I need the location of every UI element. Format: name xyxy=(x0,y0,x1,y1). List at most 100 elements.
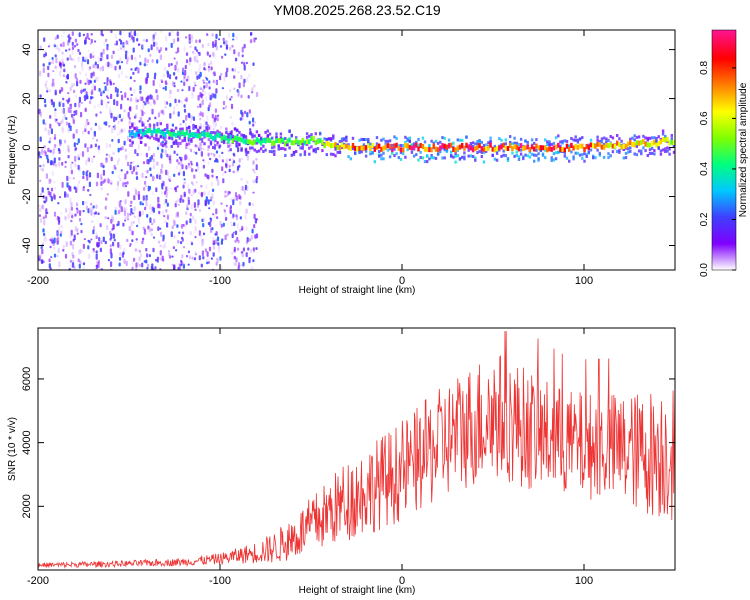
spectral-ridge-halo xyxy=(131,135,134,139)
spectral-ridge-halo xyxy=(565,139,569,143)
spectral-noise-cell xyxy=(131,140,134,145)
spectral-ridge-halo xyxy=(629,146,632,150)
spectral-ridge-cell xyxy=(572,145,575,151)
spectral-ridge-halo xyxy=(550,143,553,146)
spectral-ridge-cell xyxy=(627,141,630,147)
spectral-noise-cell xyxy=(62,102,65,108)
spectral-noise-cell xyxy=(196,49,199,53)
spectral-noise-cell xyxy=(82,200,85,206)
spectral-noise-cell xyxy=(176,159,179,163)
spectral-noise-cell xyxy=(126,58,129,65)
spectral-noise-cell xyxy=(197,192,201,195)
spectral-ridge-cell xyxy=(456,145,459,151)
spectral-ridge-halo xyxy=(129,144,132,147)
spectral-noise-cell xyxy=(48,62,51,66)
spectral-noise-cell xyxy=(72,238,75,242)
spectral-noise-cell xyxy=(71,215,74,219)
spectral-noise-cell xyxy=(93,105,96,109)
spectral-ridge-cell xyxy=(196,133,200,139)
spectral-ridge-cell xyxy=(452,147,455,152)
spectrogram-ytick-label: -40 xyxy=(21,238,33,254)
spectral-ridge-cell xyxy=(183,131,186,137)
spectral-noise-cell xyxy=(237,51,240,57)
spectral-ridge-cell xyxy=(161,131,165,137)
spectral-noise-cell xyxy=(187,184,190,189)
spectral-ridge-cell xyxy=(637,140,641,146)
spectral-noise-cell xyxy=(139,96,142,101)
spectral-noise-cell xyxy=(181,164,184,170)
spectral-noise-cell xyxy=(50,187,54,192)
spectral-ridge-halo xyxy=(380,157,383,161)
spectral-noise-cell xyxy=(207,42,210,47)
spectral-noise-cell xyxy=(254,218,257,224)
spectral-ridge-cell xyxy=(212,135,215,141)
spectral-noise-cell xyxy=(49,137,52,142)
spectral-noise-cell xyxy=(251,87,254,92)
spectral-noise-cell xyxy=(132,71,135,75)
spectral-ridge-halo xyxy=(498,137,501,141)
spectral-noise-cell xyxy=(125,260,128,267)
spectral-noise-cell xyxy=(90,209,93,216)
spectral-noise-cell xyxy=(175,103,178,107)
spectral-ridge-halo xyxy=(343,142,346,146)
spectral-noise-cell xyxy=(196,105,199,108)
spectral-noise-cell xyxy=(38,214,41,217)
spectral-ridge-halo xyxy=(137,133,141,137)
spectral-ridge-cell xyxy=(613,143,617,149)
spectral-ridge-halo xyxy=(607,152,610,156)
spectral-ridge-halo xyxy=(576,138,580,142)
spectral-noise-cell xyxy=(240,74,243,80)
spectral-ridge-halo xyxy=(174,126,178,130)
spectral-noise-cell xyxy=(90,72,93,79)
spectral-noise-cell xyxy=(137,165,140,168)
spectral-noise-cell xyxy=(110,215,114,219)
spectral-noise-cell xyxy=(41,148,44,153)
spectral-noise-cell xyxy=(129,30,133,37)
spectral-noise-cell xyxy=(165,145,168,149)
spectral-noise-cell xyxy=(46,211,49,215)
spectral-noise-cell xyxy=(225,142,228,145)
spectral-ridge-cell xyxy=(670,139,673,145)
spectral-noise-cell xyxy=(201,218,204,223)
spectral-ridge-cell xyxy=(329,143,333,149)
spectral-noise-cell xyxy=(202,79,205,82)
colorbar-tick-label: 0.6 xyxy=(699,111,710,125)
spectral-noise-cell xyxy=(206,115,209,121)
spectral-ridge-halo xyxy=(576,140,580,144)
spectral-ridge-halo xyxy=(273,145,276,149)
spectral-noise-cell xyxy=(206,51,209,56)
spectral-noise-cell xyxy=(224,194,227,198)
spectral-noise-cell xyxy=(66,182,69,188)
spectral-noise-cell xyxy=(138,219,141,225)
spectral-noise-cell xyxy=(156,46,159,50)
spectral-noise-cell xyxy=(190,241,193,244)
spectral-noise-cell xyxy=(64,139,67,144)
spectral-ridge-cell xyxy=(602,144,606,150)
spectral-noise-cell xyxy=(145,176,148,179)
spectral-noise-cell xyxy=(54,111,57,118)
spectral-ridge-halo xyxy=(408,140,411,143)
spectral-noise-cell xyxy=(149,211,153,215)
spectral-noise-cell xyxy=(160,154,163,158)
spectral-noise-cell xyxy=(141,202,144,206)
spectral-noise-cell xyxy=(65,192,68,198)
spectral-noise-cell xyxy=(79,152,82,155)
spectral-ridge-cell xyxy=(201,131,204,137)
spectral-noise-cell xyxy=(142,43,145,49)
spectral-noise-cell xyxy=(148,254,151,258)
spectral-noise-cell xyxy=(114,65,117,71)
spectral-ridge-cell xyxy=(179,131,182,137)
spectral-noise-cell xyxy=(95,181,99,187)
spectral-noise-cell xyxy=(203,85,206,89)
spectral-ridge-cell xyxy=(672,140,675,146)
spectral-ridge-halo xyxy=(428,143,431,147)
spectral-noise-cell xyxy=(165,209,168,213)
spectral-noise-cell xyxy=(181,254,184,259)
spectral-noise-cell xyxy=(166,191,169,194)
spectral-noise-cell xyxy=(182,263,185,269)
spectral-noise-cell xyxy=(83,238,86,241)
spectral-noise-cell xyxy=(180,263,183,266)
spectral-noise-cell xyxy=(90,96,93,100)
spectral-noise-cell xyxy=(120,169,123,172)
spectral-noise-cell xyxy=(251,203,254,206)
